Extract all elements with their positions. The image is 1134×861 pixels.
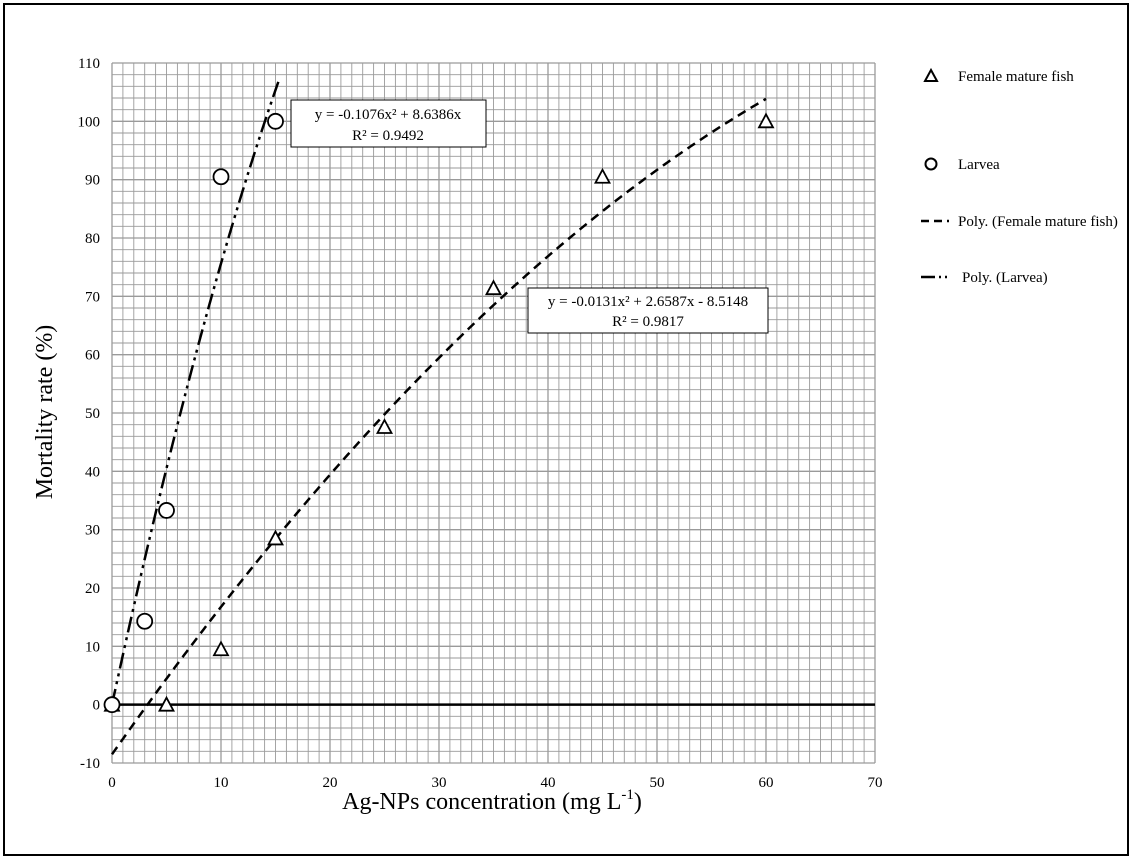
r2-female-mature-fish: R² = 0.9817	[612, 314, 684, 330]
legend-item-poly-female: Poly. (Female mature fish)	[921, 214, 1118, 230]
legend-label-female-mature-fish: Female mature fish	[958, 69, 1074, 85]
x-tick-label: 20	[323, 775, 338, 791]
equation-larvea: y = -0.1076x² + 8.6386x	[315, 107, 462, 123]
legend-circle-icon	[926, 159, 937, 170]
legend-item-female-mature-fish: Female mature fish	[925, 69, 1074, 85]
r2-larvea: R² = 0.9492	[352, 128, 424, 144]
y-tick-label: 90	[85, 173, 100, 189]
equation-female-mature-fish: y = -0.0131x² + 2.6587x - 8.5148	[548, 294, 748, 310]
data-point-larvea	[105, 697, 120, 712]
y-tick-label: 0	[93, 698, 101, 714]
grid	[112, 63, 875, 763]
y-tick-label: 30	[85, 523, 100, 539]
y-tick-label: 80	[85, 231, 100, 247]
y-tick-label: 20	[85, 581, 100, 597]
x-axis-title-main: Ag-NPs concentration (mg L	[342, 789, 621, 815]
x-axis-title: Ag-NPs concentration (mg L-1)	[342, 787, 642, 815]
y-tick-label: 110	[78, 56, 100, 72]
y-tick-label: 60	[85, 348, 100, 364]
y-tick-label: -10	[80, 756, 100, 772]
legend-item-poly-larvea: Poly. (Larvea)	[921, 270, 1048, 286]
data-point-larvea	[214, 169, 229, 184]
x-tick-label: 0	[108, 775, 116, 791]
y-tick-label: 40	[85, 464, 100, 480]
legend-label-poly-larvea: Poly. (Larvea)	[962, 270, 1048, 286]
data-point-larvea	[268, 114, 283, 129]
y-axis-title: Mortality rate (%)	[32, 325, 58, 500]
equation-box-larvea: y = -0.1076x² + 8.6386x R² = 0.9492	[291, 100, 486, 147]
x-tick-label: 50	[650, 775, 665, 791]
legend-item-larvea: Larvea	[926, 157, 1000, 173]
x-axis-title-tail: )	[634, 789, 642, 815]
legend-label-poly-female: Poly. (Female mature fish)	[958, 214, 1118, 230]
x-tick-label: 70	[868, 775, 883, 791]
legend-label-larvea: Larvea	[958, 157, 1000, 173]
x-axis-title-sup: -1	[621, 787, 634, 803]
y-tick-label: 70	[85, 289, 100, 305]
y-tick-label: 100	[78, 114, 101, 130]
y-tick-label: 50	[85, 406, 100, 422]
x-tick-label: 60	[759, 775, 774, 791]
x-tick-label: 10	[214, 775, 229, 791]
y-tick-label: 10	[85, 639, 100, 655]
data-point-larvea	[159, 503, 174, 518]
data-point-larvea	[137, 614, 152, 629]
equation-box-female-mature-fish: y = -0.0131x² + 2.6587x - 8.5148 R² = 0.…	[528, 288, 768, 333]
legend: Female mature fish Larvea Poly. (Female …	[921, 69, 1118, 286]
legend-triangle-icon	[925, 70, 937, 81]
